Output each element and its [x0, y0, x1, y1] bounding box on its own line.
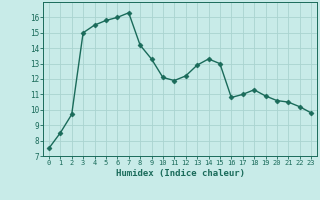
X-axis label: Humidex (Indice chaleur): Humidex (Indice chaleur)	[116, 169, 244, 178]
